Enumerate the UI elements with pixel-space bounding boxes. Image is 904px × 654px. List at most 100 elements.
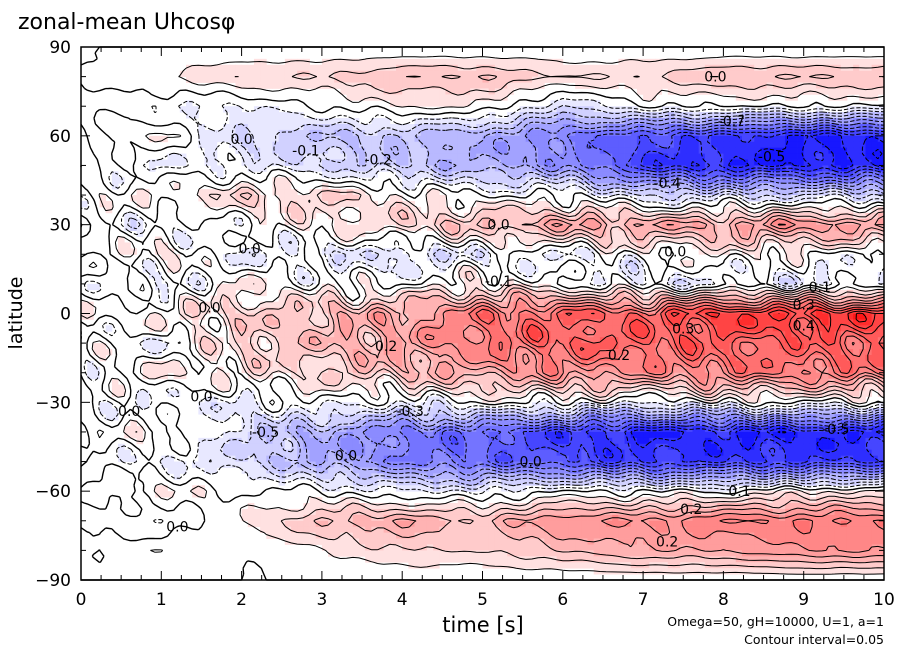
contour-fill-cell: [624, 147, 632, 154]
contour-fill-cell: [346, 159, 354, 166]
contour-fill-cell: [136, 431, 144, 439]
contour-fill-cell: [581, 289, 588, 297]
contour-fill-cell: [346, 349, 354, 356]
contour-fill-cell: [544, 141, 551, 149]
contour-fill-cell: [365, 135, 372, 143]
contour-fill-cell: [445, 431, 453, 439]
contour-fill-cell: [593, 349, 601, 356]
contour-fill-cell: [161, 485, 168, 492]
contour-fill-cell: [556, 479, 564, 486]
contour-fill-cell: [433, 372, 440, 380]
contour-fill-cell: [81, 200, 88, 208]
contour-fill-cell: [618, 431, 625, 439]
contour-fill-cell: [482, 455, 490, 462]
contour-fill-cell: [568, 313, 576, 320]
contour-fill-cell: [136, 390, 144, 397]
contour-fill-cell: [426, 426, 434, 433]
contour-fill-cell: [352, 313, 360, 320]
contour-fill-cell: [538, 402, 545, 409]
contour-fill-cell: [587, 64, 595, 72]
contour-fill-cell: [383, 254, 391, 261]
contour-fill-cell: [593, 295, 601, 303]
contour-fill-cell: [291, 455, 298, 462]
contour-fill-cell: [457, 520, 465, 528]
contour-fill-cell: [284, 437, 292, 445]
contour-fill-cell: [334, 414, 341, 421]
contour-fill-cell: [513, 153, 520, 160]
contour-fill-cell: [420, 503, 428, 510]
contour-fill-cell: [556, 508, 564, 516]
contour-fill-cell: [544, 514, 551, 522]
contour-fill-cell: [309, 319, 317, 326]
contour-fill-cell: [328, 408, 335, 415]
contour-fill-cell: [525, 431, 533, 439]
contour-fill-cell: [309, 426, 317, 433]
contour-fill-cell: [426, 331, 434, 338]
contour-fill-cell: [482, 349, 490, 356]
contour-fill-cell: [253, 414, 261, 421]
contour-fill-cell: [291, 467, 298, 474]
contour-fill-cell: [575, 473, 582, 480]
contour-fill-cell: [352, 70, 360, 78]
contour-fill-cell: [624, 159, 632, 166]
contour-fill-cell: [414, 118, 422, 125]
contour-fill-cell: [649, 325, 656, 332]
contour-fill-cell: [303, 141, 310, 149]
contour-fill-cell: [216, 443, 224, 451]
contour-fill-cell: [334, 544, 341, 551]
contour-fill-cell: [297, 408, 304, 415]
contour-fill-cell: [420, 366, 428, 374]
contour-fill-cell: [253, 129, 261, 137]
contour-fill-cell: [451, 88, 459, 95]
contour-fill-cell: [451, 473, 459, 480]
contour-fill-cell: [636, 242, 644, 249]
contour-fill-cell: [235, 70, 242, 78]
contour-fill-cell: [433, 283, 440, 291]
contour-fill-cell: [488, 366, 496, 374]
contour-fill-cell: [661, 159, 669, 166]
contour-fill-cell: [587, 337, 595, 344]
contour-fill-cell: [593, 147, 601, 154]
contour-fill-cell: [260, 76, 267, 83]
contour-fill-cell: [309, 420, 317, 427]
contour-fill-cell: [198, 70, 205, 78]
contour-fill-cell: [655, 343, 663, 350]
contour-fill-cell: [420, 414, 428, 421]
contour-fill-cell: [630, 277, 638, 285]
contour-fill-cell: [562, 526, 570, 534]
contour-fill-cell: [408, 343, 415, 350]
contour-fill-cell: [661, 129, 669, 137]
contour-fill-cell: [284, 64, 292, 72]
contour-fill-cell: [420, 550, 428, 557]
contour-fill-cell: [210, 189, 218, 196]
contour-fill-cell: [507, 212, 514, 220]
contour-fill-cell: [593, 467, 601, 474]
contour-fill-cell: [402, 295, 409, 303]
contour-fill-cell: [266, 349, 273, 356]
contour-fill-cell: [198, 325, 205, 332]
contour-fill-cell: [513, 479, 520, 486]
contour-fill-cell: [371, 159, 378, 166]
contour-fill-cell: [408, 402, 415, 409]
contour-fill-cell: [365, 159, 372, 166]
contour-fill-cell: [414, 129, 422, 137]
contour-fill-cell: [606, 366, 613, 374]
contour-fill-cell: [241, 159, 249, 166]
contour-fill-cell: [612, 378, 619, 385]
contour-fill-cell: [309, 313, 317, 320]
contour-fill-cell: [513, 349, 520, 356]
contour-fill-cell: [606, 295, 613, 303]
contour-fill-cell: [488, 307, 496, 314]
contour-fill-cell: [630, 177, 638, 184]
contour-fill-cell: [519, 230, 527, 237]
contour-fill-cell: [167, 366, 175, 374]
contour-fill-cell: [599, 503, 607, 510]
contour-fill-cell: [507, 431, 514, 439]
contour-fill-cell: [371, 64, 378, 72]
contour-fill-cell: [402, 183, 409, 190]
contour-fill-cell: [507, 112, 514, 119]
contour-fill-cell: [278, 360, 286, 368]
contour-fill-cell: [334, 479, 341, 486]
contour-fill-cell: [649, 473, 656, 480]
contour-fill-cell: [457, 129, 465, 137]
